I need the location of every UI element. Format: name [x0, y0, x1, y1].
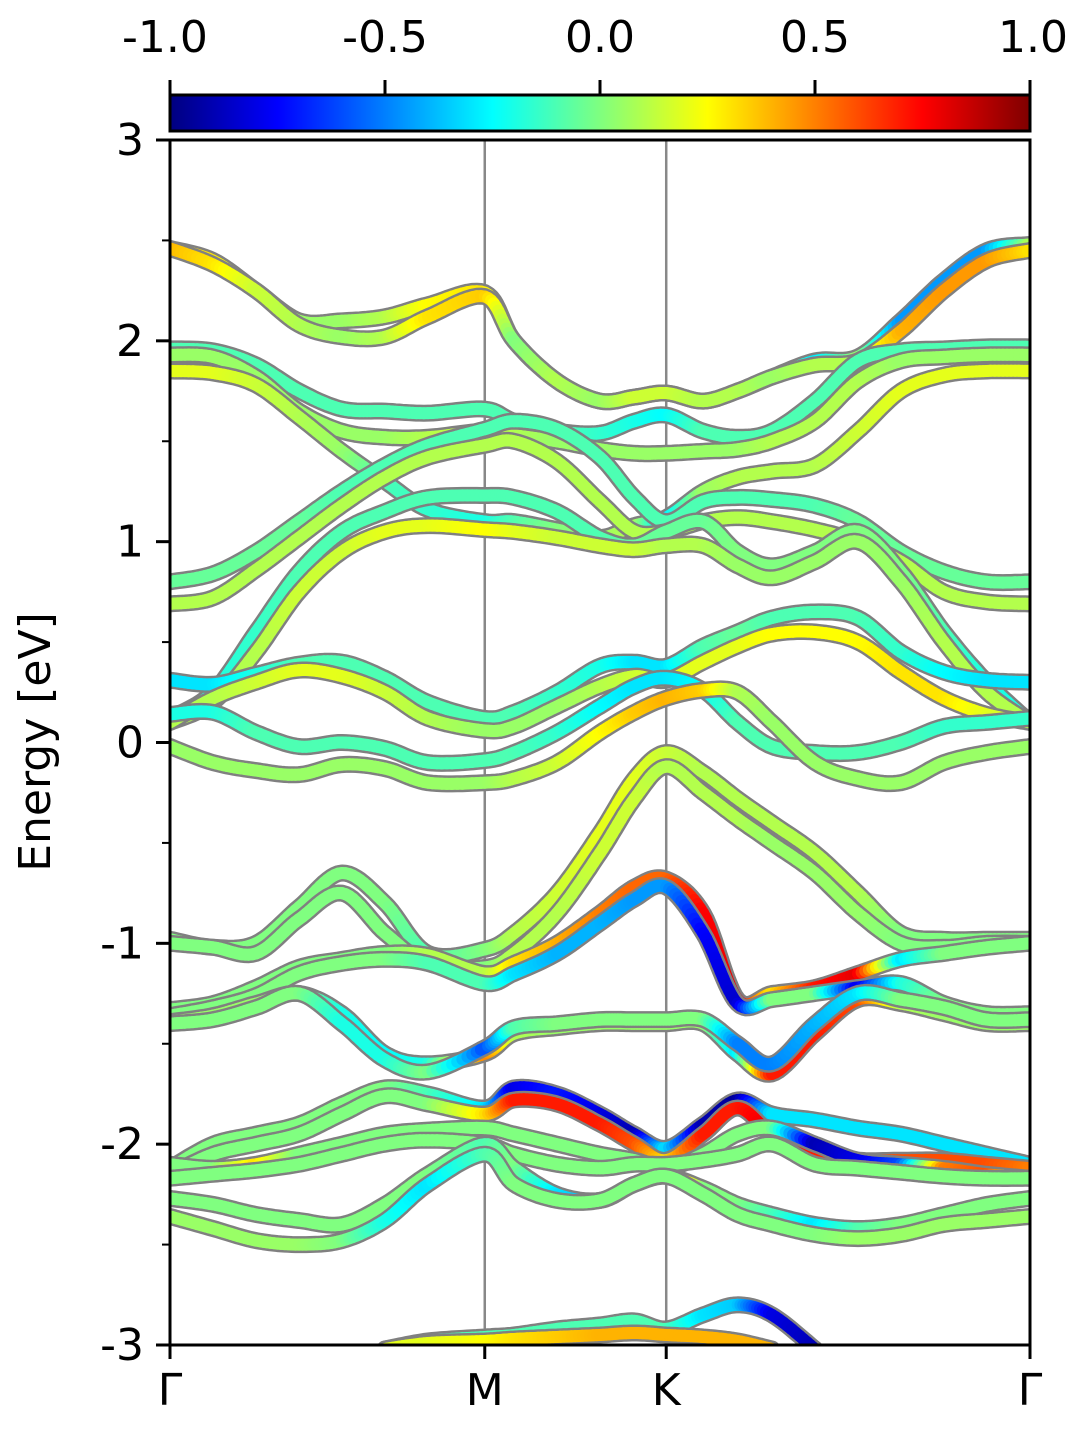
colorbar-tick-label: 0.0 — [565, 12, 635, 63]
colorbar-ticks: -1.0 -0.5 0.0 0.5 1.0 — [122, 12, 1068, 95]
band-11 — [170, 669, 1030, 772]
band-1 — [170, 240, 1030, 411]
band-14 — [170, 758, 1030, 977]
band-8 — [170, 517, 1030, 731]
colorbar-tick-label: 1.0 — [998, 12, 1068, 63]
colorbar-tick-label: -0.5 — [342, 12, 428, 63]
band-3 — [170, 346, 1030, 463]
colorbar-tick-label: 0.5 — [780, 12, 850, 63]
bands — [170, 235, 1030, 1345]
colorbar-gradient — [168, 93, 1032, 133]
band-18 — [170, 983, 1030, 1081]
colorbar: -1.0 -0.5 0.0 0.5 1.0 — [122, 12, 1068, 133]
band-9 — [170, 603, 1030, 728]
colorbar-tick-label: -1.0 — [122, 12, 208, 63]
